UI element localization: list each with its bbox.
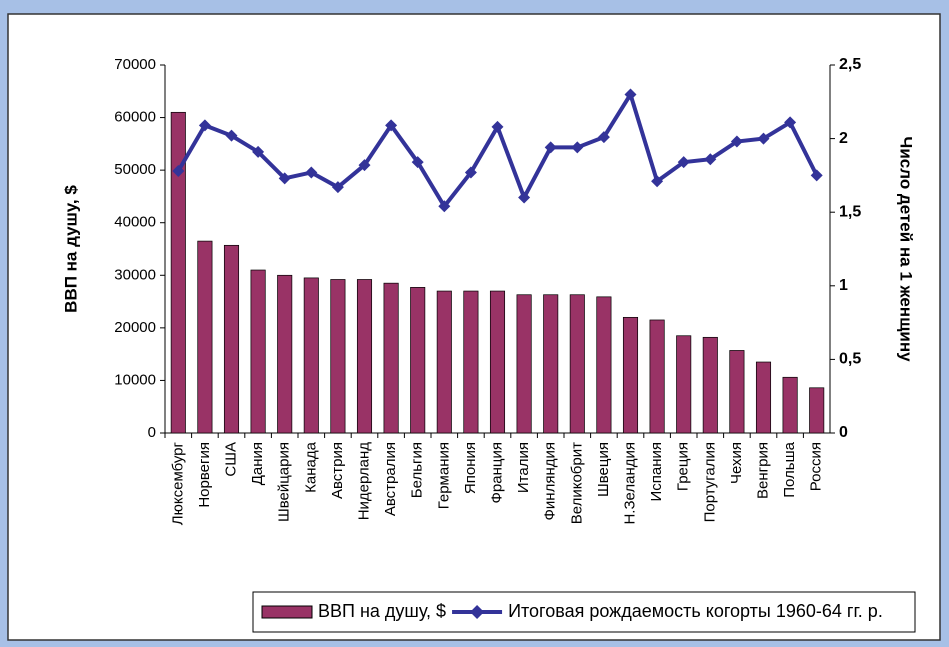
legend-swatch: [261, 605, 313, 619]
marker: [172, 164, 185, 177]
x-tick-label: Польша: [781, 441, 798, 497]
x-tick-label: Швейцария: [276, 442, 293, 522]
x-tick-label: Люксембург: [169, 441, 186, 525]
bar: [489, 290, 506, 434]
marker: [518, 191, 531, 204]
x-tick-label: Италия: [515, 442, 532, 493]
bar: [277, 274, 293, 434]
y2-tick-label: 0,5: [839, 351, 861, 368]
marker: [491, 120, 504, 133]
x-tick-label: Великобрит: [568, 442, 585, 524]
x-tick-label: Россия: [808, 442, 825, 491]
x-tick-label: Нидерланд: [355, 442, 372, 521]
x-tick-label: Норвегия: [196, 442, 213, 508]
marker: [730, 135, 743, 148]
marker: [411, 156, 424, 169]
x-tick-label: Чехия: [728, 442, 745, 484]
x-tick-label: Франция: [488, 442, 505, 503]
bar: [596, 296, 612, 434]
bar: [170, 111, 186, 434]
y2-tick-label: 1: [839, 277, 848, 294]
marker: [358, 159, 371, 172]
y-tick-label: 40000: [114, 214, 156, 231]
x-tick-label: Греция: [675, 442, 692, 491]
marker: [597, 131, 610, 144]
y2-tick-label: 1,5: [839, 203, 861, 220]
bar: [356, 279, 373, 434]
y-axis-title: ВВП на душу, $: [61, 185, 80, 313]
bar: [729, 350, 745, 434]
y2-axis-title: Число детей на 1 женщину: [897, 136, 916, 362]
marker: [331, 181, 344, 194]
y-tick-label: 70000: [114, 56, 156, 73]
legend-box: [252, 591, 916, 633]
bar: [436, 290, 452, 434]
x-tick-label: Н.Зеландия: [621, 442, 638, 525]
marker: [704, 153, 717, 166]
bar: [569, 294, 585, 434]
x-tick-label: США: [222, 442, 239, 477]
y2-tick-label: 0: [839, 424, 848, 441]
x-tick-label: Германия: [435, 442, 452, 509]
bar: [649, 319, 665, 434]
marker: [544, 141, 557, 154]
bar: [197, 240, 213, 434]
bar: [676, 335, 692, 434]
bar: [782, 376, 798, 434]
bar: [755, 361, 772, 434]
marker: [571, 141, 584, 154]
x-tick-label: Финляндия: [542, 442, 559, 520]
marker: [198, 119, 211, 132]
bar: [383, 282, 399, 434]
y2-tick-label: 2: [839, 130, 848, 147]
bar: [809, 387, 825, 434]
marker: [305, 166, 318, 179]
y2-tick-label: 2,5: [839, 56, 861, 73]
bar: [250, 269, 266, 434]
marker: [464, 166, 477, 179]
marker: [225, 129, 238, 142]
y-tick-label: 10000: [114, 371, 156, 388]
marker: [438, 200, 451, 213]
x-tick-label: Япония: [462, 442, 479, 494]
bar: [330, 279, 346, 434]
bar: [702, 336, 718, 434]
y-tick-label: 60000: [114, 109, 156, 126]
x-tick-label: Испания: [648, 442, 665, 502]
x-tick-label: Австрия: [329, 442, 346, 499]
bar: [463, 290, 479, 434]
x-tick-label: Бельгия: [409, 442, 426, 498]
marker: [677, 156, 690, 169]
marker: [385, 119, 398, 132]
marker: [810, 169, 823, 182]
bar: [543, 294, 559, 434]
marker: [757, 132, 770, 145]
y-tick-label: 50000: [114, 161, 156, 178]
x-tick-label: Канада: [302, 441, 319, 492]
marker: [624, 88, 637, 101]
bar: [516, 294, 532, 434]
y-tick-label: 0: [148, 424, 156, 441]
x-tick-label: Австралия: [382, 442, 399, 516]
legend-label: ВВП на душу, $: [318, 601, 446, 621]
x-tick-label: Венгрия: [754, 442, 771, 499]
x-tick-label: Португалия: [701, 442, 718, 522]
y-tick-label: 20000: [114, 319, 156, 336]
y-tick-label: 30000: [114, 266, 156, 283]
bar: [303, 277, 319, 434]
bar: [622, 316, 639, 434]
x-tick-label: Швеция: [595, 442, 612, 497]
marker: [651, 175, 664, 188]
marker: [784, 116, 797, 129]
bar: [223, 244, 240, 434]
marker: [252, 145, 265, 158]
x-tick-label: Дания: [249, 442, 266, 485]
legend-marker: [470, 605, 485, 619]
legend-label: Итоговая рождаемость когорты 1960-64 гг.…: [508, 601, 883, 621]
bar: [410, 287, 426, 434]
marker: [278, 172, 291, 185]
